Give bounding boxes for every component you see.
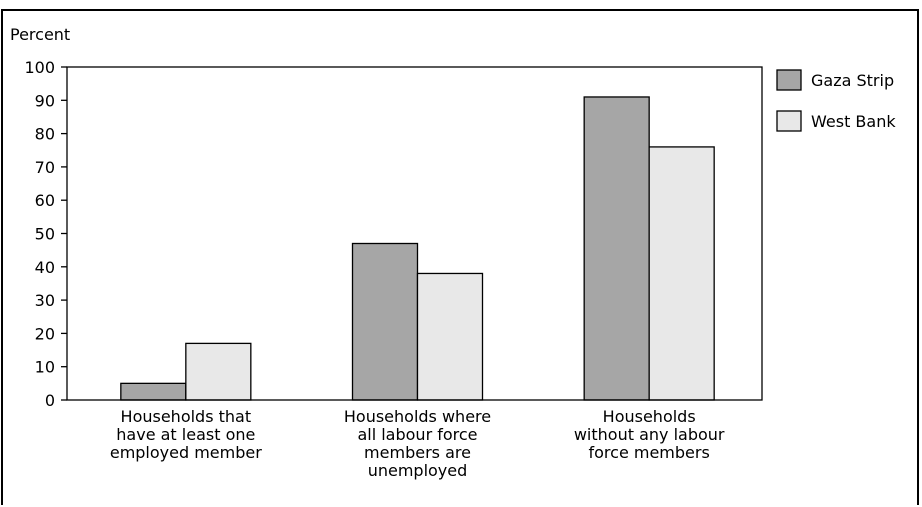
x-category-label: Households that have at least one employed… <box>110 407 262 462</box>
x-category-label-line: force members <box>589 443 710 462</box>
x-category-label-line: members are <box>364 443 471 462</box>
bar-gaza-strip-3 <box>583 96 650 401</box>
y-tick-label: 0 <box>45 391 55 410</box>
x-category-label-line: employed member <box>110 443 262 462</box>
bar-west-bank-2 <box>416 272 484 401</box>
y-tick-label: 70 <box>35 158 55 177</box>
y-tick-label: 50 <box>35 225 55 244</box>
y-tick-label: 40 <box>35 258 55 277</box>
x-category-label-line: Households that <box>121 407 252 426</box>
y-tick-label: 80 <box>35 125 55 144</box>
chart-frame <box>1 9 919 505</box>
y-tick-label: 10 <box>35 358 55 377</box>
x-category-label: Households where all labour force members … <box>344 407 491 480</box>
y-tick-label: 60 <box>35 191 55 210</box>
bar-west-bank-3 <box>648 146 715 401</box>
bar-gaza-strip-1 <box>120 382 187 401</box>
x-category-label-line: unemployed <box>368 461 468 480</box>
y-tick-label: 100 <box>24 58 55 77</box>
legend-swatch-gaza-strip <box>776 69 802 91</box>
x-category-label-line: Households where <box>344 407 491 426</box>
x-category-label-line: all labour force <box>357 425 477 444</box>
x-category-label-line: without any labour <box>574 425 725 444</box>
x-labels-group: Households that have at least one employed… <box>110 407 725 480</box>
y-tick-label: 20 <box>35 324 55 343</box>
x-category-label-line: have at least one <box>116 425 255 444</box>
legend: Gaza Strip West Bank <box>776 69 896 132</box>
x-category-label-line: Households <box>603 407 696 426</box>
y-tick-label: 30 <box>35 291 55 310</box>
legend-swatch-west-bank <box>776 110 802 132</box>
x-category-label: Households without any labour force member… <box>574 407 725 462</box>
y-ticks-group: 0 10 20 30 40 50 60 70 80 90 100 <box>24 58 67 410</box>
bar-west-bank-1 <box>185 342 252 401</box>
legend-label-gaza-strip: Gaza Strip <box>811 71 894 90</box>
bars-group <box>120 96 715 401</box>
y-tick-label: 90 <box>35 91 55 110</box>
y-axis-label: Percent <box>10 25 70 44</box>
bar-gaza-strip-2 <box>351 242 419 401</box>
legend-label-west-bank: West Bank <box>811 112 896 131</box>
